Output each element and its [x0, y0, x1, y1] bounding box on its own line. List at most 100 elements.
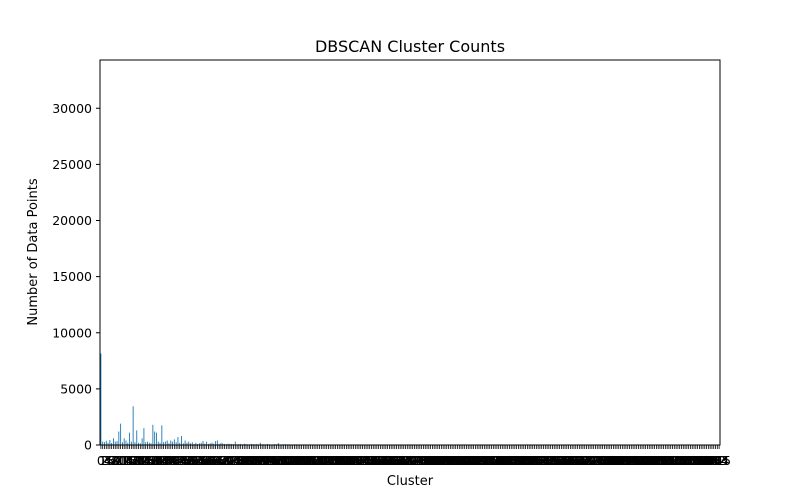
x-tick-label-47: 47 [177, 453, 193, 468]
x-tick-label-224: 224 [490, 453, 514, 468]
x-tick-label-326: 326 [673, 453, 697, 468]
x-tick-label-65: 65 [209, 453, 225, 468]
x-tick-label-93: 93 [260, 453, 276, 468]
x-tick-label-225: 225 [492, 453, 516, 468]
x-tick-label-140: 140 [340, 453, 364, 468]
bar-cluster-80 [243, 443, 245, 445]
y-tick-label-25000: 25000 [52, 157, 92, 172]
bar-cluster-37 [166, 440, 168, 445]
x-tick-label-329: 329 [679, 453, 703, 468]
x-tick-label-269: 269 [571, 453, 595, 468]
x-tick-label-38: 38 [161, 453, 177, 468]
x-tick-label-212: 212 [469, 453, 493, 468]
bar-cluster-3 [105, 440, 107, 445]
x-tick-label-170: 170 [394, 453, 418, 468]
x-tick-label-14: 14 [118, 453, 134, 468]
x-tick-label-295: 295 [618, 453, 642, 468]
x-tick-label-303: 303 [632, 453, 656, 468]
x-tick-label-144: 144 [347, 453, 371, 468]
x-tick-label-55: 55 [191, 453, 207, 468]
bar-cluster-42 [175, 442, 177, 445]
bar-cluster-89 [259, 442, 261, 445]
bar-cluster-55 [199, 443, 200, 445]
x-tick-label-102: 102 [272, 453, 296, 468]
x-tick-label-259: 259 [553, 453, 577, 468]
bar-cluster-45 [181, 436, 182, 445]
x-tick-label-171: 171 [395, 453, 419, 468]
x-tick-label-154: 154 [365, 453, 389, 468]
x-tick-label-3: 3 [102, 453, 110, 468]
x-tick-label-109: 109 [284, 453, 308, 468]
bar-cluster-15 [127, 442, 129, 445]
bar-cluster-78 [240, 443, 242, 445]
x-tick-label-239: 239 [517, 453, 541, 468]
x-tick-label-49: 49 [181, 453, 197, 468]
x-tick-label-291: 291 [610, 453, 634, 468]
bar-series [100, 353, 720, 445]
bar-cluster-65 [216, 440, 218, 445]
x-tick-label-43: 43 [170, 453, 186, 468]
bar-cluster-49 [188, 441, 190, 445]
x-tick-label-332: 332 [684, 453, 708, 468]
x-tick-label-132: 132 [325, 453, 349, 468]
x-tick-label-233: 233 [506, 453, 530, 468]
x-tick-label-214: 214 [472, 453, 496, 468]
x-tick-label-89: 89 [252, 453, 268, 468]
x-tick-label-202: 202 [451, 453, 475, 468]
x-tick-label-264: 264 [562, 453, 586, 468]
x-tick-label-244: 244 [526, 453, 550, 468]
bar-cluster-75 [234, 441, 236, 445]
x-tick-label-187: 187 [424, 453, 448, 468]
x-tick-label-165: 165 [385, 453, 409, 468]
x-tick-label-84: 84 [243, 453, 259, 468]
x-tick-label-142: 142 [343, 453, 367, 468]
x-tick-label-339: 339 [696, 453, 720, 468]
x-tick-label-325: 325 [671, 453, 695, 468]
x-tick-label-341: 341 [700, 453, 724, 468]
x-tick-label-315: 315 [653, 453, 677, 468]
x-tick-label-262: 262 [558, 453, 582, 468]
x-tick-label-234: 234 [508, 453, 532, 468]
bar-cluster-71 [227, 443, 229, 445]
x-tick-label-294: 294 [616, 453, 640, 468]
x-tick-label-231: 231 [503, 453, 527, 468]
x-tick-label-309: 309 [643, 453, 667, 468]
x-tick-label-250: 250 [537, 453, 561, 468]
x-tick-label-192: 192 [433, 453, 457, 468]
x-tick-label-145: 145 [349, 453, 373, 468]
x-tick-label-179: 179 [410, 453, 434, 468]
bar-cluster-12 [121, 442, 123, 445]
bar-cluster-56 [200, 442, 202, 445]
x-tick-label-120: 120 [304, 453, 328, 468]
x-tick-label-252: 252 [541, 453, 565, 468]
x-tick-label-46: 46 [175, 453, 191, 468]
bar-cluster-31 [155, 432, 157, 445]
x-tick-label-95: 95 [263, 453, 279, 468]
x-tick-label-150: 150 [358, 453, 382, 468]
bar-cluster-25 [145, 442, 147, 445]
x-tick-label-121: 121 [306, 453, 330, 468]
x-tick-label-16: 16 [122, 453, 138, 468]
x-tick-label-300: 300 [627, 453, 651, 468]
x-tick-label-237: 237 [514, 453, 538, 468]
x-tick-label-44: 44 [172, 453, 188, 468]
x-tick-label-141: 141 [342, 453, 366, 468]
x-tick-label-203: 203 [453, 453, 477, 468]
x-tick-label-139: 139 [338, 453, 362, 468]
x-tick-label-185: 185 [420, 453, 444, 468]
x-tick-label-217: 217 [478, 453, 502, 468]
x-tick-label-333: 333 [686, 453, 710, 468]
bar-cluster-29 [152, 424, 154, 445]
bar-cluster-4 [107, 442, 109, 445]
x-tick-label-230: 230 [501, 453, 525, 468]
x-tick-label-24: 24 [136, 453, 152, 468]
chart-title: DBSCAN Cluster Counts [315, 37, 505, 56]
x-tick-label-87: 87 [249, 453, 265, 468]
x-tick-label-50: 50 [183, 453, 199, 468]
x-tick-label-54: 54 [190, 453, 206, 468]
y-tick-label-15000: 15000 [52, 269, 92, 284]
y-tick-label-30000: 30000 [52, 101, 92, 116]
bar-cluster-52 [193, 443, 195, 445]
x-tick-label-322: 322 [666, 453, 690, 468]
x-tick-label-92: 92 [258, 453, 274, 468]
